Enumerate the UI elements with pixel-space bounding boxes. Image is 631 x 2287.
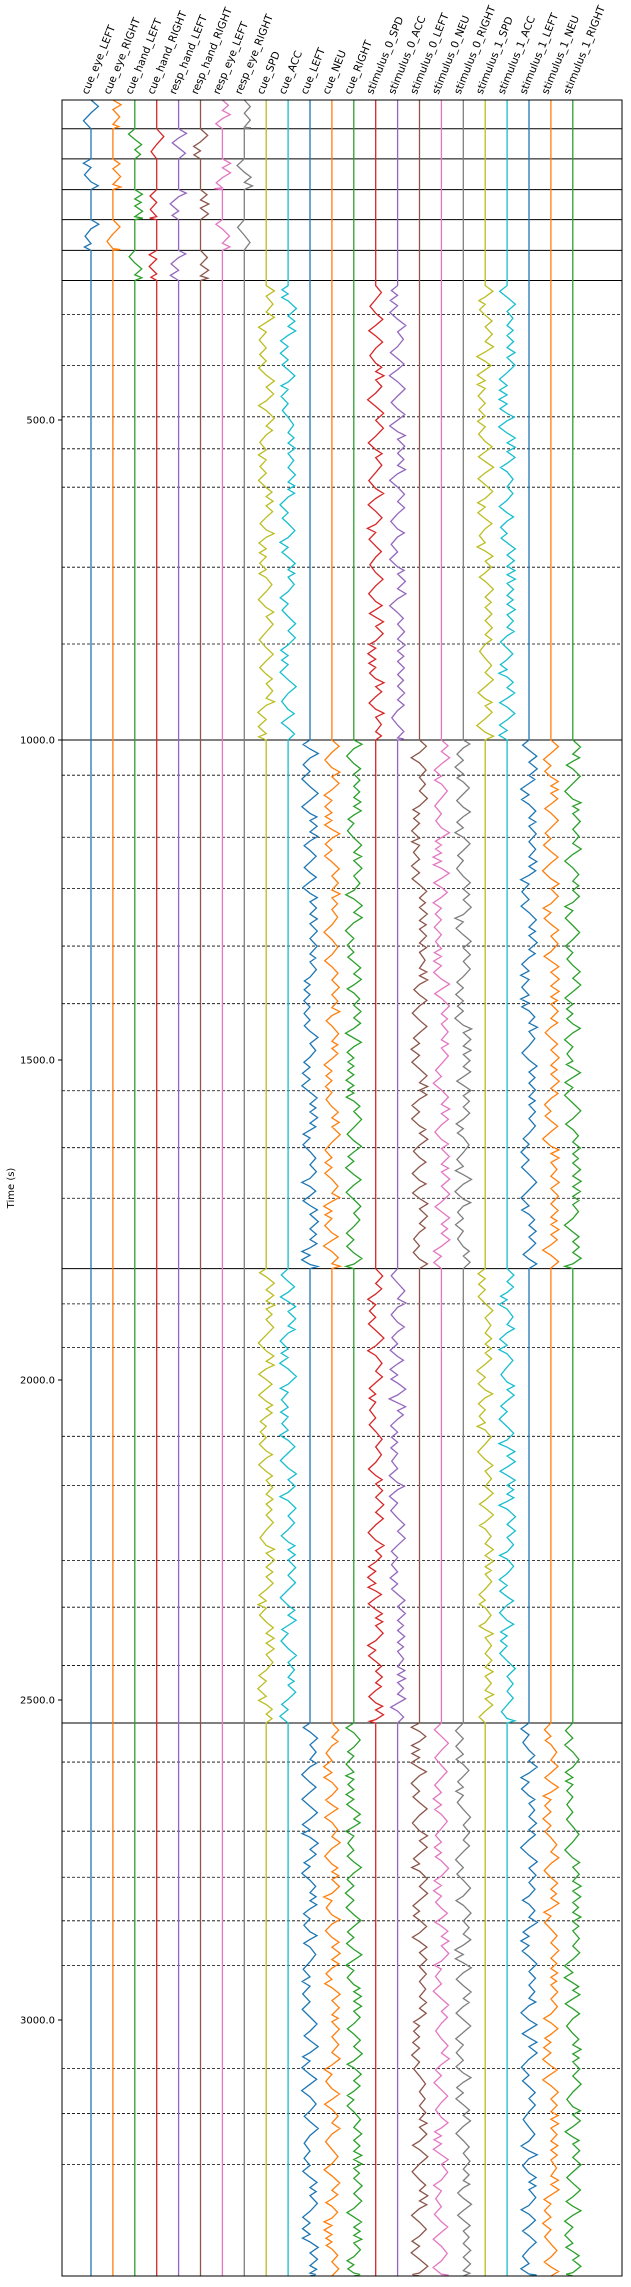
series-line-cue-neu bbox=[322, 100, 343, 2277]
series-line-resp-hand-left bbox=[169, 100, 188, 2276]
series-line-cue-left bbox=[300, 100, 321, 2277]
series-line-stimulus-0-right bbox=[453, 100, 474, 2277]
series-line-stimulus-1-right bbox=[562, 100, 583, 2277]
y-tick-label: 2000.0 bbox=[20, 1376, 55, 1387]
series-line-stimulus-1-left bbox=[519, 100, 539, 2277]
series-line-cue-hand-left bbox=[127, 100, 144, 2276]
series-line-stimulus-0-neu bbox=[431, 100, 452, 2277]
y-tick-label: 3000.0 bbox=[20, 2016, 55, 2027]
series-line-stimulus-0-spd bbox=[365, 100, 386, 2276]
y-tick-label: 1000.0 bbox=[20, 736, 55, 747]
y-tick-label: 1500.0 bbox=[20, 1056, 55, 1067]
series-line-cue-spd bbox=[256, 100, 277, 2276]
series-layer bbox=[82, 99, 583, 2277]
series-line-stimulus-0-acc bbox=[387, 100, 408, 2276]
y-axis-title: Time (s) bbox=[6, 1168, 17, 1210]
y-axis-ticks: 500.0 1000.0 1500.0 2000.0 2500.0 3000.0 bbox=[20, 416, 62, 2027]
series-line-stimulus-1-acc bbox=[497, 100, 518, 2276]
series-line-cue-right bbox=[343, 100, 364, 2277]
y-tick-label: 500.0 bbox=[26, 416, 55, 427]
series-line-stimulus-1-spd bbox=[475, 100, 496, 2276]
series-line-cue-eye-right bbox=[106, 99, 124, 2276]
series-line-resp-hand-right bbox=[192, 100, 211, 2276]
series-line-resp-eye-right bbox=[236, 99, 255, 2276]
series-line-stimulus-1-neu bbox=[541, 100, 561, 2277]
series-line-cue-eye-left bbox=[82, 99, 101, 2276]
series-line-cue-acc bbox=[278, 100, 298, 2276]
plot-frame bbox=[61, 99, 623, 2277]
series-line-resp-eye-left bbox=[214, 99, 232, 2276]
series-line-cue-hand-right bbox=[147, 100, 165, 2276]
series-line-stimulus-0-left bbox=[409, 100, 430, 2277]
y-tick-label: 2500.0 bbox=[20, 1696, 55, 1707]
